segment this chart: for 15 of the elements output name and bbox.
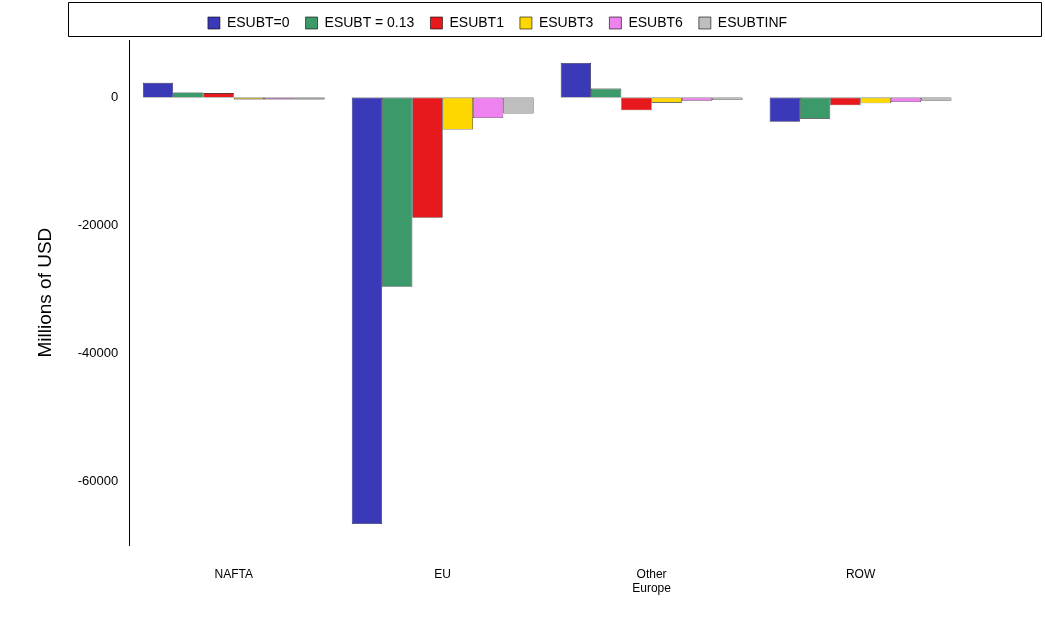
- y-tick-label: -20000: [77, 217, 119, 233]
- y-axis-title: Millions of USD: [33, 227, 55, 358]
- legend-label: ESUBT3: [538, 13, 594, 30]
- y-tick-label: -40000: [77, 344, 119, 360]
- y-tick-label: 0: [111, 89, 119, 105]
- legend-label: ESUBT1: [449, 13, 505, 30]
- legend-label: ESUBT=0: [226, 13, 290, 30]
- x-tick-label: EU: [434, 566, 452, 581]
- legend-label: ESUBT6: [628, 13, 684, 30]
- x-tick-label: ROW: [845, 566, 876, 581]
- y-tick-label: -60000: [77, 472, 119, 488]
- legend-label: ESUBT = 0.13: [324, 13, 415, 30]
- x-tick-label: Other Europe: [632, 566, 672, 596]
- x-tick-label: NAFTA: [214, 566, 253, 581]
- legend-label: ESUBTINF: [717, 13, 788, 30]
